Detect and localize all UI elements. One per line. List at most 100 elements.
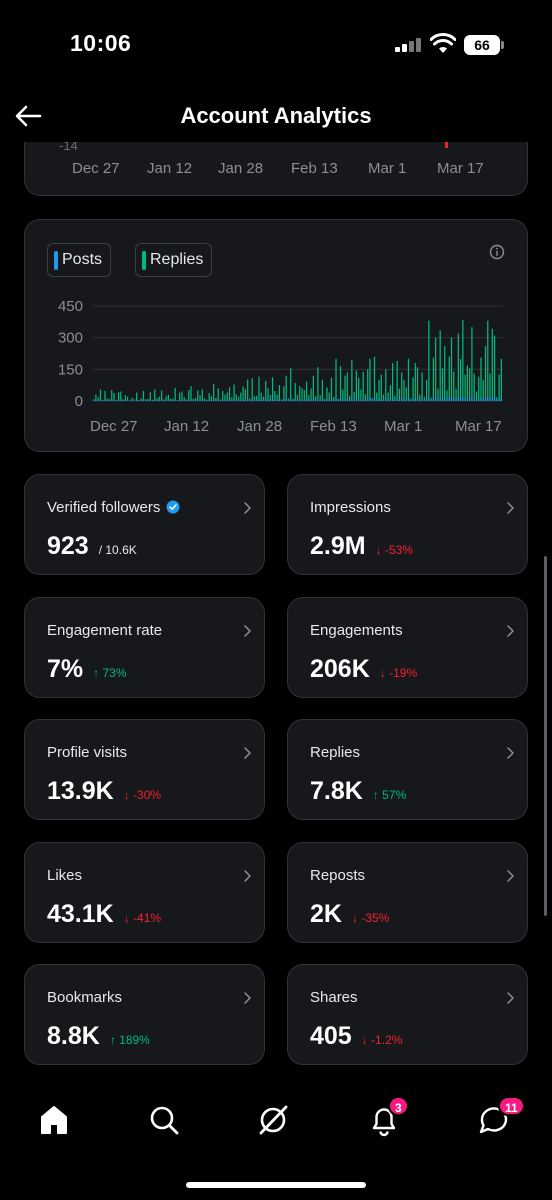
metric-card-profile-visits[interactable]: Profile visits 13.9K ↓ -30% (24, 719, 265, 820)
scrollbar[interactable] (544, 556, 547, 916)
posts-bar (158, 400, 160, 401)
replies-bar (360, 389, 362, 401)
replies-bar (466, 365, 469, 401)
replies-bar (140, 398, 142, 401)
posts-bar (489, 398, 491, 401)
replies-bar (251, 378, 253, 401)
metric-card-shares[interactable]: Shares 405 ↓ -1.2% (287, 964, 528, 1065)
posts-bar (414, 398, 416, 401)
metric-value: 2K (310, 900, 342, 928)
metric-card-reposts[interactable]: Reposts 2K ↓ -35% (287, 842, 528, 943)
metric-delta: ↑ 189% (110, 1033, 150, 1047)
metric-card-verified-followers[interactable]: Verified followers 923 / 10.6K (24, 474, 265, 575)
posts-bar (138, 400, 140, 402)
replies-bar (192, 398, 194, 401)
posts-bar (274, 399, 276, 401)
y-tick-label: 0 (75, 393, 83, 410)
replies-bar (410, 398, 412, 401)
posts-bar (362, 398, 364, 401)
replies-bar (106, 398, 108, 401)
replies-bar (496, 397, 498, 401)
posts-bar (262, 400, 265, 401)
posts-bar (457, 396, 459, 401)
posts-bar (358, 399, 360, 401)
posts-bar (364, 400, 367, 401)
metric-card-impressions[interactable]: Impressions 2.9M ↓ -53% (287, 474, 528, 575)
metric-card-engagements[interactable]: Engagements 206K ↓ -19% (287, 597, 528, 698)
arrow-down-icon: ↓ (361, 1033, 372, 1047)
posts-bar (170, 400, 172, 402)
nav-grok[interactable] (256, 1102, 296, 1142)
replies-bar (93, 399, 95, 401)
metric-delta: ↓ -19% (380, 666, 417, 680)
posts-bar (147, 400, 149, 401)
posts-bar (199, 400, 201, 401)
replies-bar (403, 379, 405, 401)
delta-value: -35% (361, 911, 390, 925)
replies-bar (387, 392, 389, 401)
metric-delta: ↑ 73% (93, 666, 126, 680)
posts-bar (394, 400, 396, 401)
metric-delta: ↓ -53% (376, 543, 413, 557)
metric-card-engagement-rate[interactable]: Engagement rate 7% ↑ 73% (24, 597, 265, 698)
back-arrow-icon[interactable] (14, 103, 42, 129)
posts-bar (471, 396, 473, 401)
posts-bar (247, 399, 249, 401)
posts-bar (99, 399, 102, 401)
posts-bar (392, 398, 394, 401)
nav-search[interactable] (146, 1102, 186, 1142)
posts-bar (287, 400, 290, 402)
replies-bar (269, 395, 271, 401)
posts-bar (437, 399, 439, 401)
replies-bar (419, 394, 421, 401)
replies-bar (163, 399, 165, 401)
replies-bar (199, 395, 201, 401)
replies-bar (457, 333, 459, 401)
posts-bar (344, 398, 346, 401)
legend-posts[interactable]: Posts (47, 243, 112, 277)
replies-bar (491, 328, 493, 401)
replies-bar (478, 376, 480, 401)
metric-card-likes[interactable]: Likes 43.1K ↓ -41% (24, 842, 265, 943)
delta-value: -30% (133, 788, 162, 802)
x-tick-label: Dec 27 (72, 160, 120, 177)
metric-delta: ↓ -30% (124, 788, 161, 802)
posts-bar (163, 400, 165, 402)
replies-bar (464, 374, 466, 401)
replies-bar (224, 394, 226, 401)
replies-bar (287, 398, 290, 401)
posts-bar (308, 400, 310, 401)
posts-bar (296, 400, 299, 401)
metric-card-replies[interactable]: Replies 7.8K ↑ 57% (287, 719, 528, 820)
posts-bar (278, 399, 280, 401)
info-icon[interactable] (489, 244, 505, 260)
replies-bar (487, 320, 489, 401)
posts-bar (314, 400, 317, 401)
posts-bar (108, 400, 111, 401)
posts-bar (382, 400, 385, 401)
replies-bar (425, 379, 428, 401)
posts-bar (276, 400, 278, 401)
battery-level: 66 (464, 35, 500, 55)
replies-bar (367, 369, 369, 401)
metric-card-bookmarks[interactable]: Bookmarks 8.8K ↑ 189% (24, 964, 265, 1065)
replies-bar (299, 386, 301, 401)
posts-bar (117, 399, 120, 401)
delta-value: -1.2% (371, 1033, 403, 1047)
x-tick-label: Jan 28 (237, 418, 282, 435)
posts-bar (226, 399, 228, 401)
replies-bar (459, 359, 462, 401)
replies-bar (312, 375, 314, 401)
nav-notifications[interactable]: 3 (366, 1096, 409, 1142)
replies-bar (446, 390, 448, 401)
replies-bar (294, 383, 296, 401)
legend-replies[interactable]: Replies (135, 243, 213, 277)
bottom-nav: 3 11 (0, 1080, 552, 1200)
nav-messages[interactable]: 11 (476, 1096, 525, 1142)
posts-bar (389, 399, 391, 401)
posts-bar (342, 399, 344, 401)
replies-bar (290, 368, 292, 401)
metric-sub-value: / 10.6K (98, 543, 137, 557)
nav-home[interactable] (36, 1102, 76, 1142)
posts-bar (244, 399, 247, 401)
